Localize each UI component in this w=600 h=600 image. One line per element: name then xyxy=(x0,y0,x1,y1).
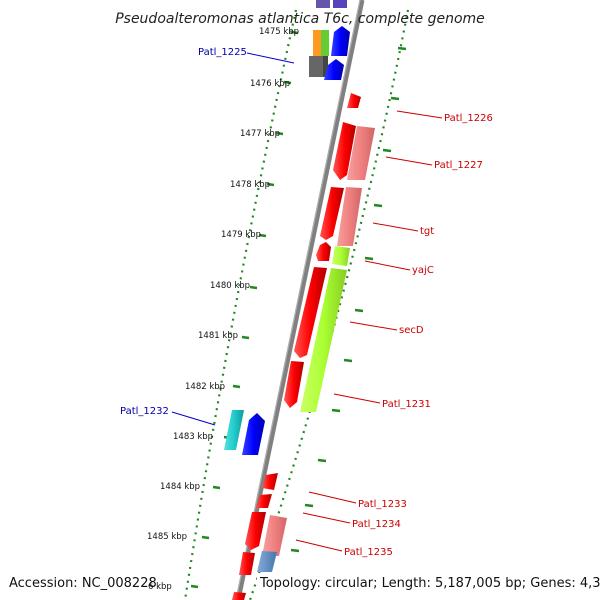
footer-summary-bg xyxy=(257,573,593,591)
footer-summary: Topology: circular; Length: 5,187,005 bp… xyxy=(259,576,600,591)
gene-block xyxy=(316,0,330,8)
ruler-label: 1477 kbp xyxy=(240,129,280,139)
gene-label: Patl_1232 xyxy=(120,406,169,417)
gene-arrow xyxy=(245,512,266,550)
ruler-label: 1480 kbp xyxy=(210,281,250,291)
gene-arrow xyxy=(284,361,304,408)
gene-block xyxy=(309,56,323,77)
ruler-label: 1481 kbp xyxy=(198,331,238,341)
reverse-track-middle xyxy=(224,410,265,455)
gene-label: secD xyxy=(399,325,424,336)
ruler-label: 1482 kbp xyxy=(185,382,225,392)
gene-arrow xyxy=(331,26,350,56)
label-leaders xyxy=(171,52,443,552)
gene-arrow xyxy=(242,413,265,455)
gene-arrow xyxy=(347,126,375,180)
gene-arrow xyxy=(320,187,344,240)
map-title: Pseudoalteromonas atlantica T6c, complet… xyxy=(115,11,485,27)
genome-backbone-highlight xyxy=(235,0,361,600)
gene-label: Patl_1235 xyxy=(344,547,393,558)
gene-label: Patl_1227 xyxy=(434,160,483,171)
gene-arrow xyxy=(256,494,272,508)
gene-label: Patl_1234 xyxy=(352,519,401,530)
footer-accession-bg xyxy=(6,573,146,591)
ruler-label: 1475 kbp xyxy=(259,27,299,37)
gene-arrow xyxy=(262,515,287,556)
forward-track xyxy=(232,93,375,600)
gene-arrow xyxy=(294,267,327,358)
gene-arrow xyxy=(239,552,255,575)
ruler-labels: 1475 kbp 1476 kbp 1477 kbp 1478 kbp 1479… xyxy=(147,27,299,592)
gene-arrow xyxy=(324,59,344,80)
gene-label: yajC xyxy=(412,265,434,276)
ruler-label: 1484 kbp xyxy=(160,482,200,492)
gene-arrow xyxy=(257,551,277,572)
gene-block xyxy=(313,30,321,56)
gene-arrow xyxy=(332,246,350,266)
ruler-label: 1476 kbp xyxy=(250,79,290,89)
ruler-label: 1485 kbp xyxy=(147,532,187,542)
gene-label: Patl_1226 xyxy=(444,113,493,124)
gene-label: Patl_1225 xyxy=(198,47,247,58)
gene-label: tgt xyxy=(420,226,434,237)
gene-label: Patl_1233 xyxy=(358,499,407,510)
ruler-label: 1478 kbp xyxy=(230,180,270,190)
gene-arrow xyxy=(337,187,362,246)
gene-label: Patl_1231 xyxy=(382,399,431,410)
gene-block xyxy=(321,30,329,56)
gene-arrow xyxy=(300,268,347,412)
inner-ruler-ticks xyxy=(190,30,299,589)
gene-labels: Patl_1225 Patl_1226 Patl_1227 tgt yajC s… xyxy=(120,47,493,558)
gene-arrow xyxy=(224,410,244,450)
ruler-label: 1483 kbp xyxy=(173,432,213,442)
gene-arrow xyxy=(347,93,361,108)
gene-block xyxy=(323,56,328,77)
gene-arrow xyxy=(316,242,331,261)
genome-backbone xyxy=(235,0,365,600)
gene-arrow xyxy=(333,122,356,180)
ruler-label: 6 kbp xyxy=(148,582,172,592)
gene-arrow xyxy=(262,473,278,490)
gene-arrow xyxy=(232,592,246,600)
reverse-track-top xyxy=(309,0,350,80)
footer-accession: Accession: NC_008228 xyxy=(9,576,157,591)
ruler-label: 1479 kbp xyxy=(221,230,261,240)
gene-block xyxy=(333,0,347,8)
outer-ruler-ticks xyxy=(290,46,407,553)
